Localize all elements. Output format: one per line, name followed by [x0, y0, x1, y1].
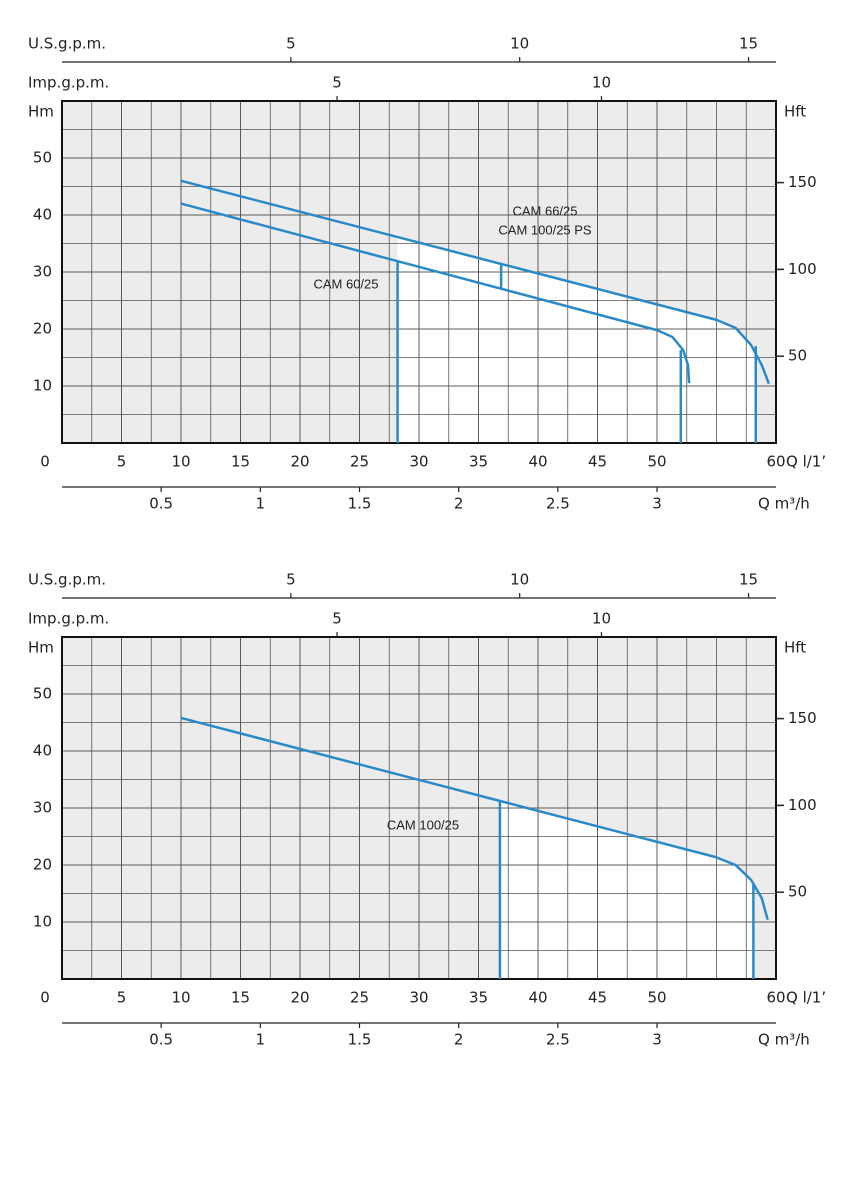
y2-tick-label: 50 [788, 347, 807, 365]
x-tick-label: 25 [350, 989, 369, 1007]
y2-tick-label: 150 [788, 709, 817, 727]
y-tick-label: 20 [33, 320, 52, 338]
top-axis-label: U.S.g.p.m. [28, 571, 106, 589]
bottom-axis-tick-label: 1.5 [348, 1031, 372, 1049]
x-tick-label: 35 [469, 453, 488, 471]
pump-curve [180, 716, 769, 921]
plot-frame [61, 636, 777, 980]
y2-tick-label: 50 [788, 883, 807, 901]
y2-axis-label: Hft [784, 103, 806, 121]
x-tick-label: 40 [528, 989, 547, 1007]
top-axis-tick-label: 10 [592, 74, 611, 92]
y-tick-label: 20 [33, 856, 52, 874]
top-axis-tick-label: 10 [510, 35, 529, 53]
annotation: CAM 100/25 [387, 817, 459, 832]
bottom-axis-tick-label: 3 [652, 1031, 662, 1049]
top-axis-tick-label: 5 [286, 35, 296, 53]
x-axis-label: Q l/1’ [786, 989, 826, 1007]
x-tick-label: 10 [171, 989, 190, 1007]
x-tick-label: 30 [409, 453, 428, 471]
y2-axis-label: Hft [784, 639, 806, 657]
bottom-axis-tick-label: 1 [256, 1031, 266, 1049]
top-axis-tick-label: 10 [510, 571, 529, 589]
bottom-axis-tick-label: 0.5 [149, 495, 173, 513]
annotation: CAM 60/25 [313, 276, 378, 291]
bottom-axis-tick-label: 3 [652, 495, 662, 513]
x-tick-label: 0 [40, 989, 50, 1007]
x-tick-label: 35 [469, 989, 488, 1007]
top-axis-tick-label: 5 [286, 571, 296, 589]
bottom-axis-label: Q m³/h [758, 495, 810, 513]
y-axis-label: Hm [28, 639, 54, 657]
x-tick-label: 25 [350, 453, 369, 471]
x-tick-label: 15 [231, 989, 250, 1007]
x-tick-label: 0 [40, 453, 50, 471]
top-axis-tick-label: 5 [332, 610, 342, 628]
top-axis-tick-label: 10 [592, 610, 611, 628]
bottom-axis-tick-label: 1 [256, 495, 266, 513]
pump-curve [180, 202, 691, 384]
x-tick-label: 20 [290, 989, 309, 1007]
annotation: CAM 66/25 [512, 203, 577, 218]
x-tick-label: 45 [588, 453, 607, 471]
y2-tick-label: 100 [788, 260, 817, 278]
annotation: CAM 100/25 PS [498, 222, 592, 237]
x-tick-label: 5 [117, 989, 127, 1007]
bottom-axis-tick-label: 2.5 [546, 495, 570, 513]
y-tick-label: 10 [33, 913, 52, 931]
top-axis-tick-label: 5 [332, 74, 342, 92]
y-tick-label: 40 [33, 206, 52, 224]
bottom-axis-tick-label: 0.5 [149, 1031, 173, 1049]
plot-frame [61, 100, 777, 444]
top-axis-tick-label: 15 [739, 571, 758, 589]
bottom-axis-tick-label: 2 [454, 1031, 464, 1049]
x-tick-label: 50 [647, 453, 666, 471]
top-axis-tick-label: 15 [739, 35, 758, 53]
y-tick-label: 10 [33, 377, 52, 395]
x-tick-label: 40 [528, 453, 547, 471]
x-tick-label: 5 [117, 453, 127, 471]
y-tick-label: 50 [33, 149, 52, 167]
x-tick-label: 15 [231, 453, 250, 471]
y-tick-label: 50 [33, 685, 52, 703]
y-tick-label: 30 [33, 263, 52, 281]
bottom-axis-tick-label: 2 [454, 495, 464, 513]
top-axis-label: U.S.g.p.m. [28, 35, 106, 53]
bottom-axis-tick-label: 1.5 [348, 495, 372, 513]
x-tick-label: 10 [171, 453, 190, 471]
top-axis-label: Imp.g.p.m. [28, 610, 109, 628]
y-axis-label: Hm [28, 103, 54, 121]
x-tick-label: 45 [588, 989, 607, 1007]
y2-tick-label: 100 [788, 796, 817, 814]
x-axis-label: Q l/1’ [786, 453, 826, 471]
operating-region [397, 237, 756, 443]
y-tick-label: 40 [33, 742, 52, 760]
x-tick-label: 30 [409, 989, 428, 1007]
operating-region [499, 800, 754, 979]
top-axis-label: Imp.g.p.m. [28, 74, 109, 92]
x-tick-label: 60 [766, 989, 785, 1007]
y-tick-label: 30 [33, 799, 52, 817]
x-tick-label: 50 [647, 989, 666, 1007]
x-tick-label: 20 [290, 453, 309, 471]
bottom-axis-tick-label: 2.5 [546, 1031, 570, 1049]
x-tick-label: 60 [766, 453, 785, 471]
pump-curve [180, 179, 771, 385]
bottom-axis-label: Q m³/h [758, 1031, 810, 1049]
y2-tick-label: 150 [788, 173, 817, 191]
